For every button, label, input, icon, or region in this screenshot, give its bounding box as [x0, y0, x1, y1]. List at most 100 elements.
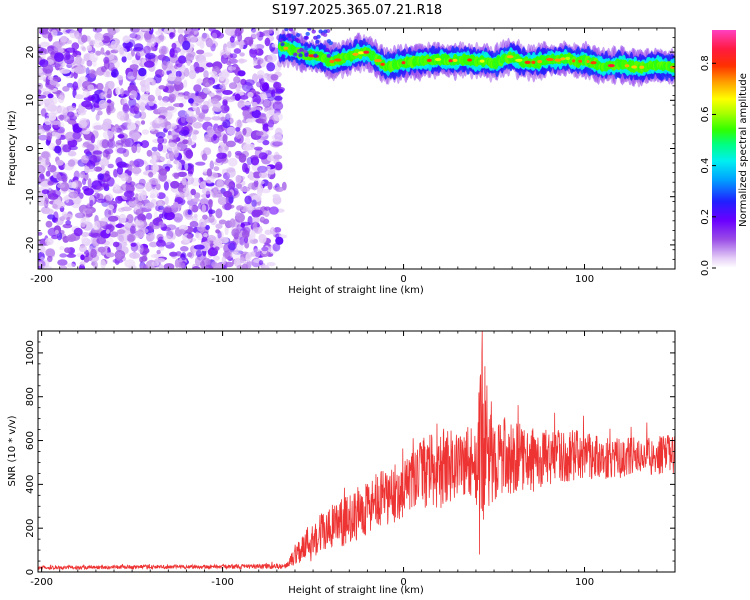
noise-cell: [47, 75, 54, 81]
noise-cell: [169, 251, 178, 257]
noise-cell: [96, 185, 104, 191]
noise-cell: [184, 28, 195, 36]
noise-cell: [103, 118, 112, 126]
noise-cell: [151, 79, 156, 86]
snr-series-line: [38, 331, 675, 571]
noise-cell: [118, 213, 127, 224]
noise-cell: [157, 95, 163, 101]
noise-cell: [56, 159, 64, 166]
noise-cell: [313, 53, 318, 58]
noise-cell: [182, 139, 189, 145]
noise-cell: [120, 183, 132, 192]
noise-cell: [273, 227, 282, 233]
noise-cell: [307, 28, 312, 31]
noise-cell: [202, 79, 214, 87]
x-tick-label: 0: [400, 274, 406, 285]
noise-cell: [273, 154, 283, 160]
noise-cell: [173, 146, 181, 151]
noise-cell: [150, 38, 156, 47]
noise-cell: [252, 223, 258, 230]
noise-cell: [239, 40, 244, 50]
noise-cell: [97, 246, 106, 253]
noise-cell: [89, 69, 96, 79]
noise-cell: [166, 106, 175, 111]
noise-cell: [123, 190, 135, 198]
noise-cell: [311, 29, 316, 34]
noise-cell: [195, 66, 205, 73]
noise-cell: [299, 47, 304, 52]
noise-cell: [261, 264, 270, 269]
noise-cell: [258, 225, 263, 236]
noise-cell: [74, 212, 86, 219]
snr-xlabel: Height of straight line (km): [288, 585, 424, 596]
noise-cell: [44, 237, 54, 246]
noise-cell: [133, 219, 144, 226]
noise-cell: [250, 43, 257, 50]
noise-cell: [196, 78, 203, 85]
noise-cell: [202, 214, 208, 220]
colorbar-ticks: 0.0 0.2 0.4 0.6 0.8: [700, 55, 716, 276]
colorbar-gradient: [712, 30, 736, 268]
noise-cell: [226, 126, 236, 136]
y-tick-label: 400: [25, 475, 36, 494]
noise-cell: [38, 231, 43, 236]
noise-cell: [192, 30, 199, 37]
noise-cell: [169, 93, 176, 103]
noise-cell: [152, 154, 157, 162]
noise-cell: [271, 89, 276, 98]
noise-cell: [203, 134, 210, 143]
noise-cell: [271, 43, 278, 48]
noise-cell: [209, 160, 214, 170]
noise-cell: [90, 248, 97, 258]
noise-cell: [267, 181, 273, 190]
noise-cell: [251, 216, 260, 224]
x-tick-label: 0: [400, 577, 406, 588]
noise-cell: [272, 242, 281, 252]
noise-cell: [189, 221, 199, 228]
noise-cell: [169, 234, 176, 240]
noise-cell: [205, 225, 210, 230]
ridge-peak: [560, 57, 566, 61]
noise-cell: [93, 261, 98, 269]
noise-cell: [108, 80, 115, 90]
noise-cell: [141, 129, 150, 135]
noise-cell: [131, 143, 138, 154]
noise-cell: [201, 153, 208, 161]
noise-cell: [214, 246, 220, 251]
noise-cell: [47, 214, 56, 220]
noise-cell: [126, 233, 136, 242]
noise-cell: [38, 199, 47, 207]
noise-cell: [234, 93, 241, 101]
noise-cell: [189, 64, 195, 73]
noise-cell: [252, 238, 258, 243]
noise-cell: [106, 252, 115, 258]
noise-cell: [213, 133, 217, 141]
noise-cell: [67, 150, 77, 157]
noise-cell: [206, 62, 214, 68]
noise-cell: [269, 28, 274, 35]
x-tick-label: -100: [211, 577, 234, 588]
noise-cell: [47, 180, 54, 186]
noise-cell: [203, 232, 208, 238]
noise-cell: [175, 191, 186, 197]
noise-cell: [240, 221, 251, 226]
ridge-peak: [283, 46, 289, 50]
noise-cell: [237, 58, 248, 63]
noise-cell: [190, 188, 196, 196]
noise-cell: [130, 49, 135, 57]
noise-cell: [236, 264, 248, 269]
noise-cell: [203, 116, 212, 121]
noise-cell: [116, 229, 126, 235]
noise-cell: [152, 163, 159, 173]
noise-cell: [187, 252, 193, 258]
noise-cell: [191, 215, 198, 223]
noise-cell: [90, 236, 96, 244]
noise-cell: [73, 180, 79, 190]
noise-cell: [154, 117, 164, 124]
noise-cell: [103, 56, 110, 64]
noise-cell: [137, 227, 149, 234]
noise-cell: [257, 74, 264, 80]
noise-cell: [218, 219, 227, 225]
ridge-peak: [578, 59, 583, 63]
noise-cell: [93, 221, 101, 231]
